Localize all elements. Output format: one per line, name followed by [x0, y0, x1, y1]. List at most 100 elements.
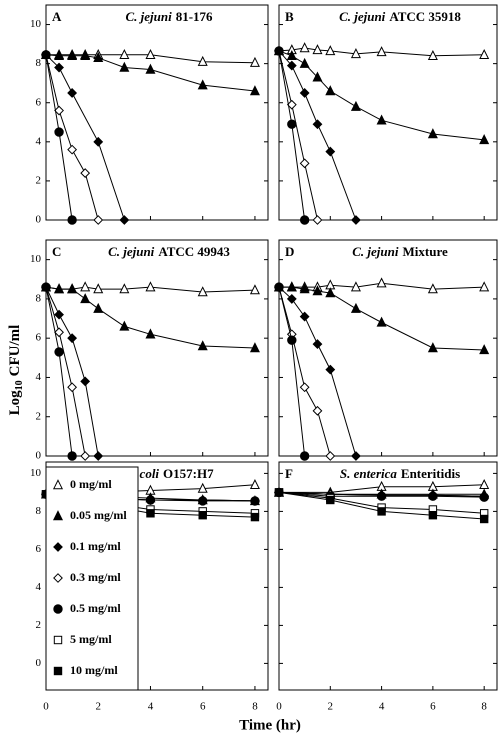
y-tick-label: 2 — [36, 410, 42, 422]
marker — [286, 50, 297, 61]
x-tick-label: 4 — [148, 701, 154, 713]
y-tick-label: 10 — [30, 253, 42, 265]
marker — [274, 488, 284, 497]
y-label-main: Log — [7, 390, 23, 416]
marker — [249, 342, 260, 353]
marker — [274, 46, 284, 56]
title-italic: C. jejuni — [108, 244, 155, 259]
plot-frame — [45, 239, 269, 457]
title-rest: 81-176 — [176, 9, 213, 24]
marker — [67, 88, 78, 98]
panel: 0 2 4 6 8 F S. enterica Enteritidis — [273, 461, 498, 713]
series-line — [45, 286, 255, 349]
marker — [351, 215, 361, 225]
marker — [350, 302, 361, 313]
title-rest: Mixture — [403, 244, 448, 259]
y-tick-label: 8 — [36, 292, 42, 304]
panel-label: C — [52, 244, 61, 259]
marker — [479, 492, 489, 502]
marker — [299, 57, 310, 68]
y-label-unit: CFU/ml — [7, 325, 23, 377]
marker — [286, 60, 297, 71]
legend-marker — [52, 479, 64, 490]
marker — [54, 105, 64, 116]
y-tick-label: 8 — [36, 505, 42, 517]
marker — [80, 451, 91, 461]
marker — [67, 333, 78, 344]
y-tick-label: 4 — [36, 135, 42, 147]
y-tick-label: 4 — [36, 581, 42, 593]
series-line — [278, 50, 318, 221]
marker — [299, 311, 310, 322]
plot-frame — [278, 461, 498, 691]
marker — [67, 451, 77, 461]
x-tick-label: 2 — [328, 701, 334, 713]
marker — [325, 85, 336, 96]
marker — [197, 55, 208, 66]
marker — [93, 51, 104, 62]
legend-label: 0.5 mg/ml — [70, 601, 121, 615]
x-tick-label: 0 — [43, 701, 49, 713]
marker — [119, 61, 130, 72]
plot-frame — [278, 239, 498, 457]
y-tick-label: 8 — [36, 57, 42, 69]
marker — [93, 302, 104, 313]
marker — [326, 495, 335, 505]
marker — [479, 514, 489, 524]
y-tick-label: 6 — [36, 96, 42, 108]
marker — [54, 50, 65, 61]
marker — [119, 320, 130, 331]
marker — [351, 451, 361, 461]
marker — [80, 293, 91, 304]
marker — [67, 144, 78, 155]
marker — [67, 215, 77, 225]
title-italic: C. jejuni — [339, 9, 386, 24]
marker — [299, 42, 310, 53]
panel-title: S. enterica Enteritidis — [340, 466, 460, 481]
x-tick-label: 6 — [430, 701, 436, 713]
marker — [427, 342, 438, 353]
marker — [250, 496, 260, 506]
title-italic: S. enterica — [340, 466, 398, 481]
marker — [376, 491, 387, 501]
marker — [250, 512, 260, 522]
panel: B C. jejuni ATCC 35918 — [273, 4, 498, 225]
marker — [80, 281, 91, 292]
marker — [145, 63, 156, 74]
title-rest: ATCC 35918 — [389, 9, 461, 24]
marker — [377, 507, 386, 516]
marker — [146, 509, 155, 518]
marker — [93, 283, 104, 294]
marker — [427, 283, 438, 294]
legend-marker — [53, 635, 63, 645]
marker — [479, 134, 490, 145]
marker — [54, 127, 64, 137]
panel-title: C. jejuni Mixture — [352, 244, 448, 259]
marker — [80, 376, 91, 387]
marker — [54, 309, 64, 320]
panel: 0 2 4 6 8 10 A C. jejuni 81-176 — [30, 4, 269, 226]
title-italic: C. jejuni — [352, 244, 399, 259]
marker — [299, 158, 310, 169]
marker — [197, 79, 208, 90]
marker — [325, 364, 336, 375]
series-line — [278, 286, 357, 457]
marker — [41, 282, 51, 292]
y-tick-label: 6 — [36, 332, 42, 344]
marker — [428, 491, 438, 501]
y-tick-label: 10 — [30, 467, 42, 479]
panel: D C. jejuni Mixture — [273, 239, 498, 461]
marker — [119, 49, 130, 60]
marker — [198, 511, 207, 520]
title-rest: ATCC 49943 — [158, 244, 230, 259]
series-line — [278, 50, 485, 141]
y-tick-label: 4 — [36, 371, 42, 383]
legend: 0 mg/ml 0.05 mg/ml 0.1 mg/ml 0.3 mg/ml 0.5 m… — [45, 466, 139, 691]
series-line — [278, 50, 306, 221]
marker — [286, 281, 297, 292]
marker — [145, 49, 156, 60]
marker — [80, 50, 91, 61]
legend-label: 0.05 mg/ml — [70, 508, 127, 522]
y-tick-label: 2 — [36, 619, 42, 631]
y-label-sub: 10 — [14, 380, 25, 390]
